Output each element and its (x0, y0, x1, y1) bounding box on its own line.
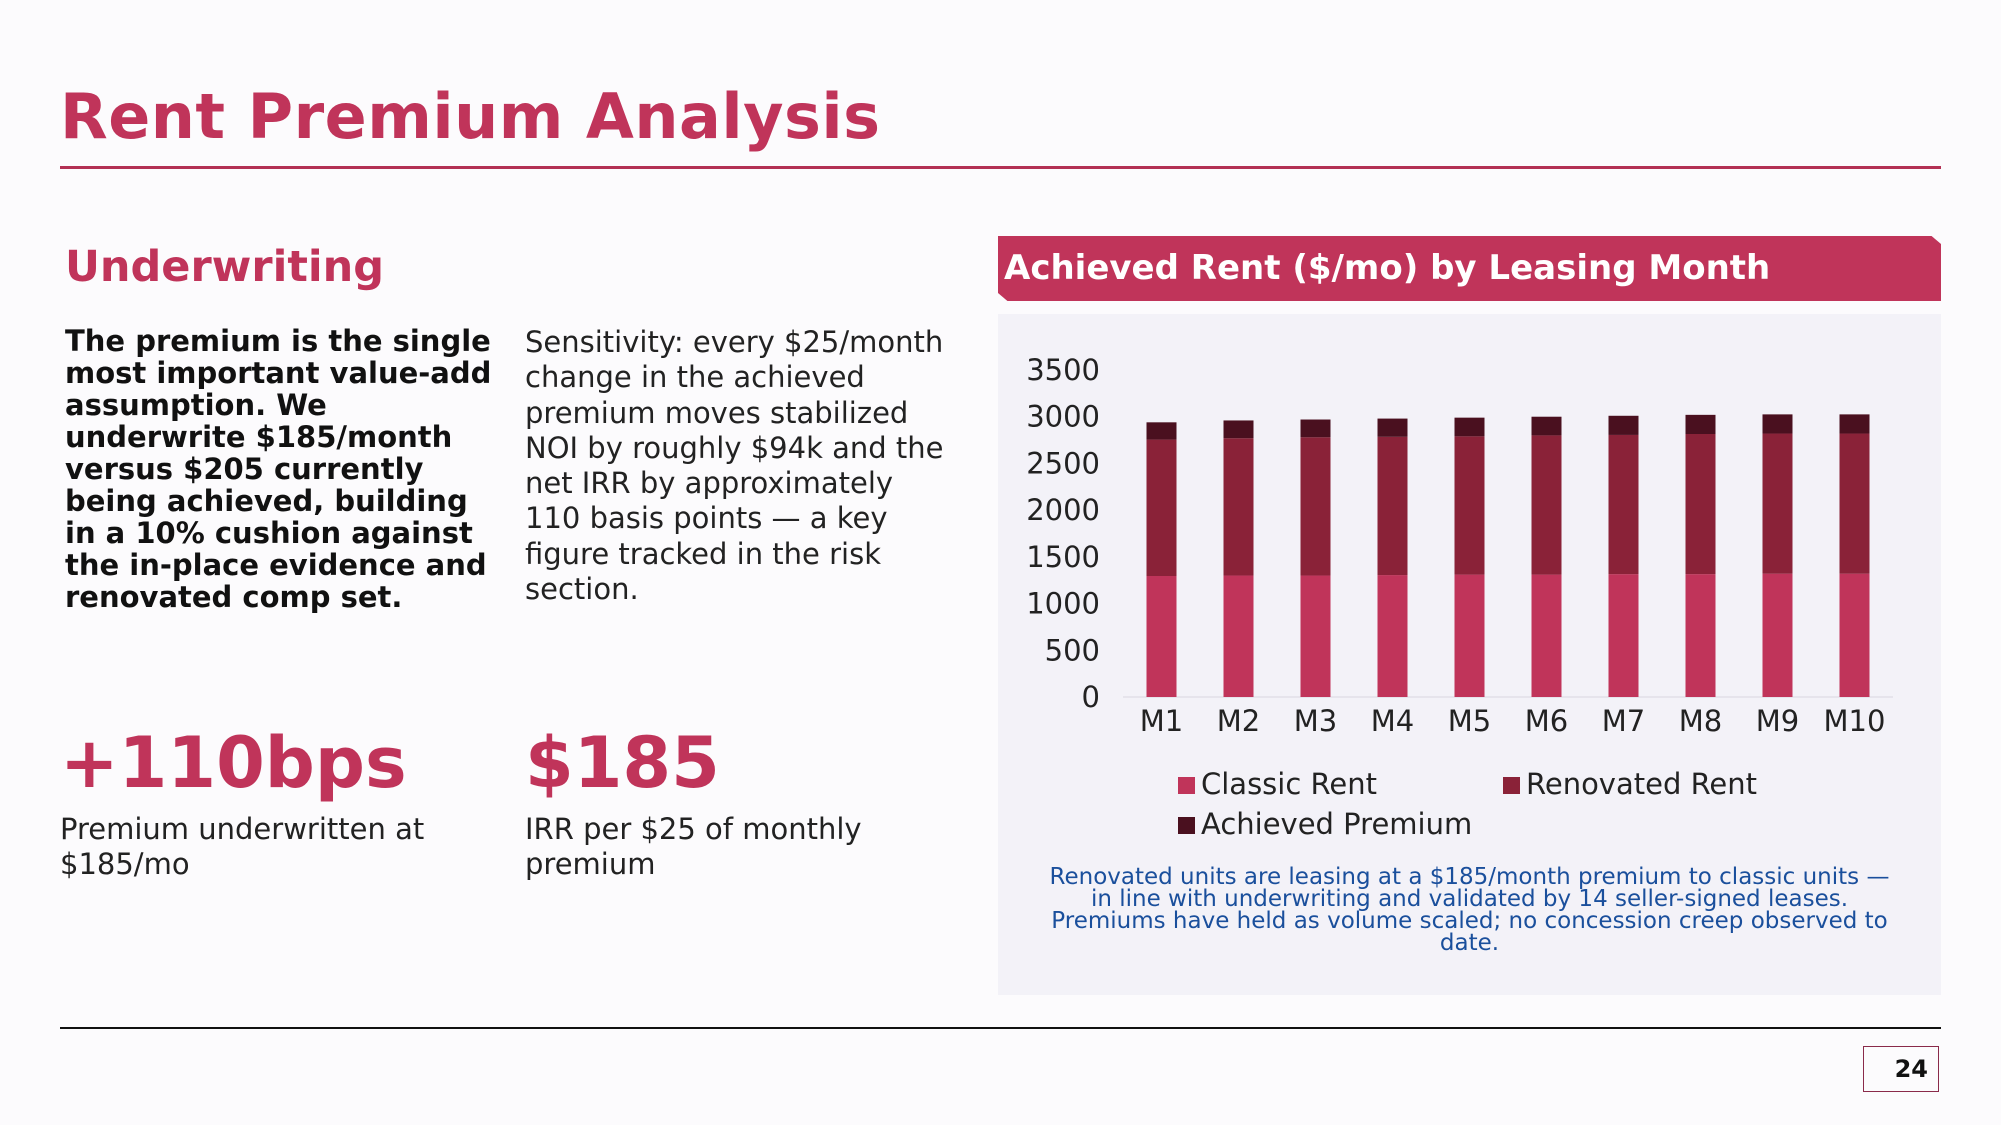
chart-title: Achieved Rent ($/mo) by Leasing Month (1004, 248, 1771, 288)
kpi-value: $185 (525, 722, 720, 804)
bar-segment (1685, 433, 1716, 575)
bar-segment (1223, 575, 1254, 697)
x-tick-label: M5 (1448, 704, 1491, 738)
bar-segment (1454, 436, 1485, 575)
section-heading: Underwriting (65, 242, 385, 292)
bar-segment (1300, 419, 1331, 438)
underwriting-text: The premium is the single most important… (65, 324, 492, 614)
y-tick-label: 0 (1082, 680, 1100, 714)
kpi-value: +110bps (60, 722, 407, 804)
kpi-label: Premium underwritten at $185/mo (60, 812, 425, 881)
legend-label: Renovated Rent (1526, 767, 1757, 801)
stacked-bar-chart: 0 500 1000 1500 2000 2500 3000 3500 M1 M2 M3 M4 M5 M6… (1026, 353, 1893, 841)
bar-segment (1762, 433, 1793, 574)
footer-divider (60, 1027, 1941, 1029)
legend-swatch (1178, 777, 1195, 794)
x-tick-label: M4 (1371, 704, 1414, 738)
kpi-label: IRR per $25 of monthly premium (525, 812, 862, 881)
bar-segment (1531, 574, 1562, 697)
bar-segment (1762, 573, 1793, 697)
y-tick-label: 2500 (1026, 446, 1100, 480)
x-tick-label: M6 (1525, 704, 1568, 738)
bar-segment (1300, 575, 1331, 697)
chart-panel: 0 500 1000 1500 2000 2500 3000 3500 M1 M2 M3 M4 M5 M6… (998, 314, 1941, 995)
bar-segment (1454, 417, 1485, 437)
y-tick-label: 3500 (1026, 353, 1100, 387)
x-tick-label: M1 (1140, 704, 1183, 738)
bar-segment (1608, 415, 1639, 435)
x-tick-label: M3 (1294, 704, 1337, 738)
bar-segment (1146, 576, 1177, 697)
chart-footnote: Renovated units are leasing at a $185/mo… (1049, 864, 1890, 956)
bar-segment (1377, 418, 1408, 437)
bar-segment (1839, 414, 1870, 434)
x-tick-label: M7 (1602, 704, 1645, 738)
title-divider (60, 166, 1941, 169)
bar-segment (1377, 575, 1408, 697)
bar-segment (1146, 439, 1177, 577)
legend-swatch (1503, 777, 1520, 794)
page-title: Rent Premium Analysis (60, 80, 881, 153)
bar-segment (1531, 416, 1562, 436)
x-tick-label: M2 (1217, 704, 1260, 738)
bar-segment (1223, 438, 1254, 576)
page-number: 24 (1863, 1046, 1939, 1092)
bar-segment (1531, 435, 1562, 575)
kpi-monthly-premium: $185 IRR per $25 of monthly premium (525, 728, 945, 882)
bar-segment (1762, 414, 1793, 434)
bar-segment (1839, 433, 1870, 574)
bar-segment (1608, 434, 1639, 575)
x-tick-label: M8 (1679, 704, 1722, 738)
y-tick-label: 1500 (1026, 540, 1100, 574)
bar-segment (1223, 420, 1254, 439)
legend-swatch (1178, 817, 1195, 834)
sensitivity-text: Sensitivity: every $25/month change in t… (525, 325, 944, 607)
bar-segment (1300, 437, 1331, 576)
bar-segment (1839, 573, 1870, 697)
bar-segment (1454, 574, 1485, 697)
x-tick-label: M10 (1824, 704, 1886, 738)
bar-segment (1685, 414, 1716, 434)
y-tick-label: 3000 (1026, 400, 1100, 434)
legend-label: Classic Rent (1201, 767, 1377, 801)
legend-label: Achieved Premium (1201, 807, 1472, 841)
bar-segment (1377, 436, 1408, 576)
kpi-irr-premium: +110bps Premium underwritten at $185/mo (60, 728, 480, 882)
bar-segment (1685, 574, 1716, 697)
bar-segment (1146, 422, 1177, 440)
y-tick-label: 2000 (1026, 493, 1100, 527)
chart-header-banner: Achieved Rent ($/mo) by Leasing Month (998, 236, 1941, 301)
bar-segment (1608, 574, 1639, 697)
y-tick-label: 1000 (1026, 587, 1100, 621)
x-tick-label: M9 (1756, 704, 1799, 738)
y-tick-label: 500 (1045, 633, 1100, 667)
